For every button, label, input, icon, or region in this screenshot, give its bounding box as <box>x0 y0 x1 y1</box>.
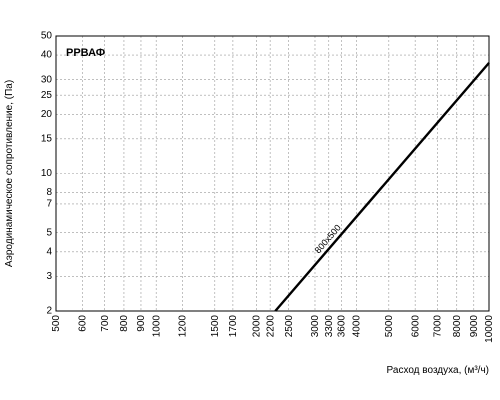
x-tick-label: 1500 <box>210 315 221 338</box>
y-tick-label: 2 <box>46 306 52 317</box>
grid <box>55 35 490 312</box>
x-axis-title: Расход воздуха, (м³/ч) <box>387 365 489 376</box>
y-tick-label: 4 <box>46 246 52 257</box>
x-tick-label: 900 <box>136 315 147 332</box>
x-tick-labels: 500 600 700 800 900 1000 1200 1500 1700 2000 2200 2… <box>51 315 495 343</box>
x-tick-label: 8000 <box>452 315 463 338</box>
x-tick-label: 2000 <box>252 315 263 338</box>
x-tick-label: 4000 <box>352 315 363 338</box>
x-tick-label: 7000 <box>433 315 444 338</box>
x-tick-label: 2500 <box>284 315 295 338</box>
y-tick-label: 7 <box>46 199 52 210</box>
x-tick-label: 700 <box>100 315 111 332</box>
x-tick-label: 3300 <box>324 315 335 338</box>
x-tick-label: 1200 <box>178 315 189 338</box>
x-tick-label: 800 <box>119 315 130 332</box>
y-tick-label: 40 <box>41 50 53 61</box>
x-tick-label: 1000 <box>151 315 162 338</box>
chart-title: РРВАФ <box>66 47 105 59</box>
y-axis-title: Аэродинамическое сопротивление, (Па) <box>4 80 15 267</box>
x-tick-label: 5000 <box>384 315 395 338</box>
y-tick-label: 25 <box>41 90 53 101</box>
y-tick-label: 50 <box>41 31 53 42</box>
x-tick-label: 3600 <box>336 315 347 338</box>
y-tick-label: 10 <box>41 168 53 179</box>
y-tick-labels: 2 3 4 5 78 10 15 20 25 30 40 50 <box>41 31 53 317</box>
x-tick-label: 10000 <box>484 315 495 343</box>
x-tick-label: 1700 <box>228 315 239 338</box>
x-tick-label: 6000 <box>410 315 421 338</box>
y-tick-label: 5 <box>46 227 52 238</box>
y-tick-label: 30 <box>41 74 53 85</box>
x-tick-label: 9000 <box>469 315 480 338</box>
x-tick-label: 500 <box>51 315 62 332</box>
plot-frame <box>55 35 490 312</box>
y-tick-label: 15 <box>41 134 53 145</box>
y-tick-label: 3 <box>46 271 52 282</box>
y-tick-label: 20 <box>41 109 53 120</box>
y-tick-label: 8 <box>46 187 52 198</box>
x-tick-label: 600 <box>77 315 88 332</box>
x-tick-label: 2200 <box>265 315 276 338</box>
x-tick-label: 3000 <box>310 315 321 338</box>
series-line <box>274 62 490 312</box>
